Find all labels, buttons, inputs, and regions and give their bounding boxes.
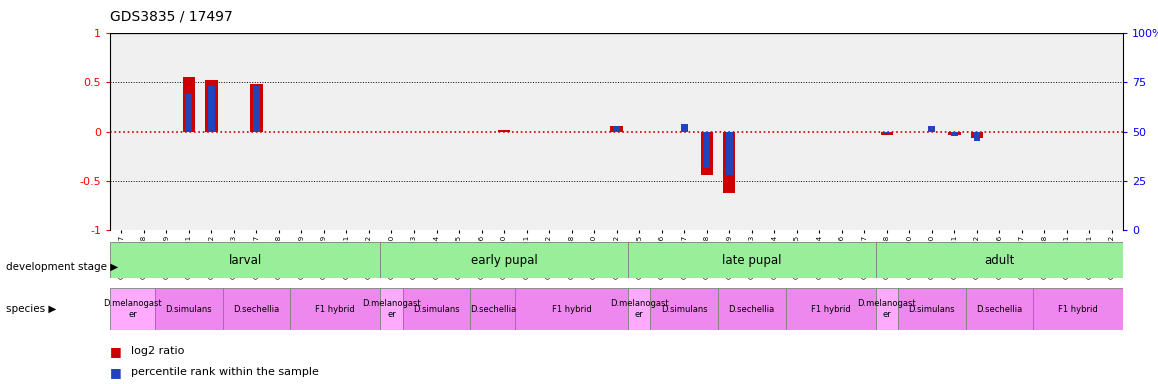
Text: ■: ■: [110, 345, 126, 358]
Bar: [380, 288, 403, 330]
Bar: [1033, 288, 1123, 330]
Bar: [703, 131, 710, 168]
Bar: [183, 77, 195, 131]
Bar: [875, 242, 1123, 278]
Bar: [681, 124, 688, 131]
Bar: [252, 86, 259, 131]
Bar: [403, 288, 470, 330]
Text: GDS3835 / 17497: GDS3835 / 17497: [110, 10, 233, 23]
Text: percentile rank within the sample: percentile rank within the sample: [131, 367, 318, 377]
Text: D.sechellia: D.sechellia: [470, 305, 516, 314]
Text: D.simulans: D.simulans: [413, 305, 460, 314]
Bar: [250, 84, 263, 131]
Bar: [966, 288, 1033, 330]
Bar: [880, 131, 893, 136]
Text: species ▶: species ▶: [6, 304, 57, 314]
Bar: [974, 131, 981, 141]
Bar: [222, 288, 291, 330]
Text: early pupal: early pupal: [470, 254, 537, 266]
Text: D.simulans: D.simulans: [166, 305, 212, 314]
Bar: [701, 131, 713, 175]
Bar: [726, 131, 733, 175]
Bar: [951, 131, 958, 136]
Bar: [291, 288, 380, 330]
Bar: [614, 126, 620, 131]
Bar: [380, 242, 628, 278]
Text: adult: adult: [984, 254, 1014, 266]
Bar: [651, 288, 718, 330]
Bar: [628, 288, 651, 330]
Text: F1 hybrid: F1 hybrid: [551, 305, 592, 314]
Bar: [498, 129, 511, 131]
Bar: [110, 288, 155, 330]
Bar: [970, 131, 983, 139]
Text: late pupal: late pupal: [721, 254, 782, 266]
Text: ■: ■: [110, 366, 126, 379]
Bar: [470, 288, 515, 330]
Text: F1 hybrid: F1 hybrid: [811, 305, 850, 314]
Text: F1 hybrid: F1 hybrid: [1058, 305, 1098, 314]
Text: D.sechellia: D.sechellia: [728, 305, 775, 314]
Text: D.melanogast
er: D.melanogast er: [103, 300, 162, 319]
Bar: [723, 131, 735, 193]
Text: log2 ratio: log2 ratio: [131, 346, 184, 356]
Bar: [884, 131, 891, 134]
Text: development stage ▶: development stage ▶: [6, 262, 118, 272]
Bar: [155, 288, 222, 330]
Bar: [875, 288, 899, 330]
Bar: [948, 131, 961, 136]
Bar: [899, 288, 966, 330]
Text: D.simulans: D.simulans: [909, 305, 955, 314]
Text: D.melanogast
er: D.melanogast er: [858, 300, 916, 319]
Bar: [515, 288, 628, 330]
Bar: [185, 94, 192, 131]
Text: D.melanogast
er: D.melanogast er: [610, 300, 668, 319]
Text: D.sechellia: D.sechellia: [976, 305, 1023, 314]
Text: D.melanogast
er: D.melanogast er: [362, 300, 420, 319]
Text: larval: larval: [228, 254, 262, 266]
Bar: [610, 126, 623, 131]
Bar: [785, 288, 875, 330]
Bar: [718, 288, 785, 330]
Text: D.sechellia: D.sechellia: [233, 305, 279, 314]
Bar: [208, 86, 214, 131]
Bar: [628, 242, 875, 278]
Bar: [205, 80, 218, 131]
Text: F1 hybrid: F1 hybrid: [315, 305, 356, 314]
Bar: [110, 242, 380, 278]
Text: D.simulans: D.simulans: [661, 305, 708, 314]
Bar: [929, 126, 936, 131]
